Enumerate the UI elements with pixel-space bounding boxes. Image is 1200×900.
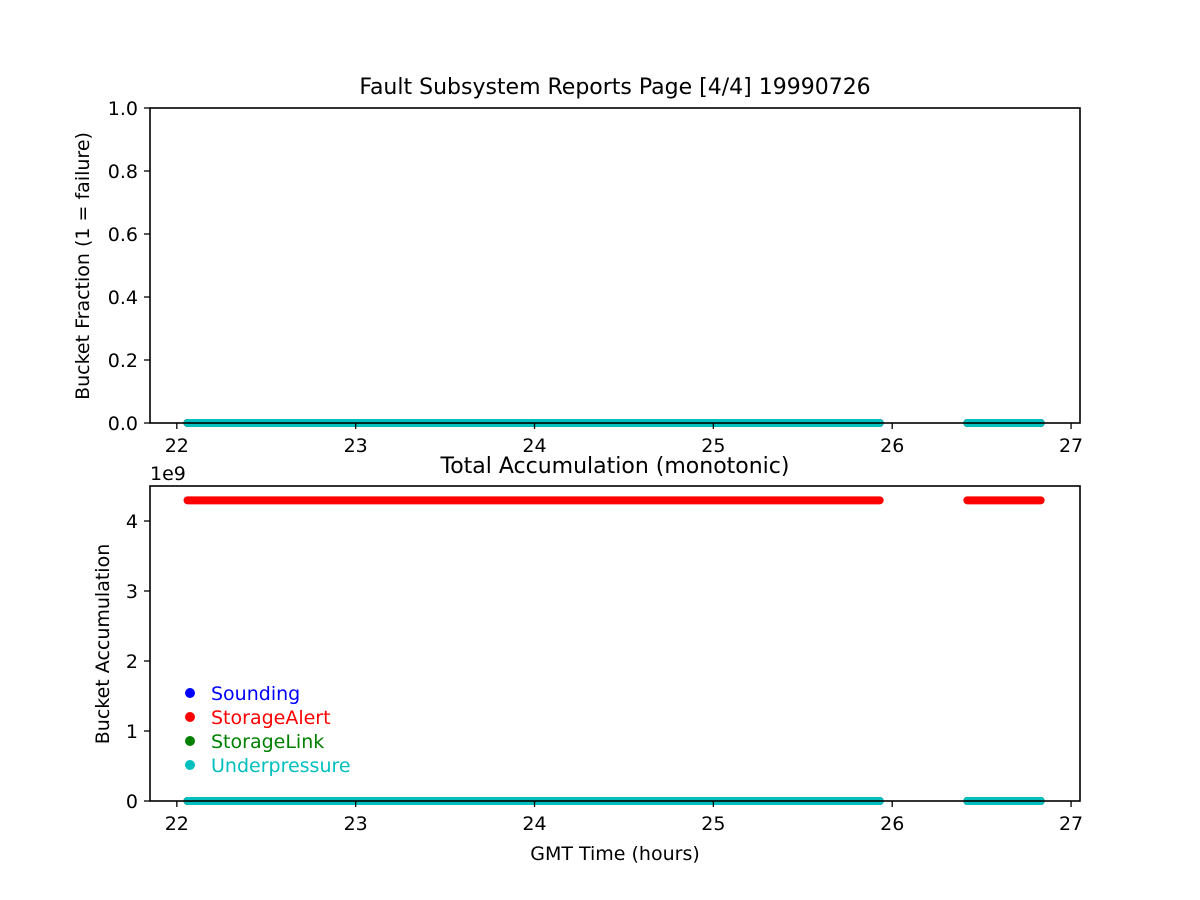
accumulation-x-tick-label-24: 24 [522, 813, 546, 835]
accumulation-y-axis-label: Bucket Accumulation [92, 544, 114, 745]
fraction-x-tick-label-27: 27 [1059, 435, 1083, 457]
fraction-y-tick-label-0: 0.0 [108, 413, 138, 435]
fraction-x-tick-label-25: 25 [701, 435, 725, 457]
accumulation-plot: Total Accumulation (monotonic) 1e9 Bucke… [92, 454, 1083, 865]
fraction-plot-title: Fault Subsystem Reports Page [4/4] 19990… [359, 75, 870, 100]
accumulation-y-tick-label-3: 3 [126, 581, 138, 603]
fraction-plot: Fault Subsystem Reports Page [4/4] 19990… [72, 75, 1083, 457]
accumulation-x-axis-label: GMT Time (hours) [530, 843, 700, 865]
fraction-y-tick-label-1: 0.2 [108, 350, 138, 372]
fraction-x-tick-label-26: 26 [880, 435, 904, 457]
fraction-plot-frame [149, 107, 1081, 424]
legend-label-underpressure: Underpressure [211, 755, 351, 777]
legend-entry-storagelink: StorageLink [185, 731, 324, 753]
fraction-x-tick-label-23: 23 [344, 435, 368, 457]
legend-label-sounding: Sounding [211, 683, 300, 705]
accumulation-x-tick-label-22: 22 [165, 813, 189, 835]
legend: SoundingStorageAlertStorageLinkUnderpres… [185, 683, 351, 777]
accumulation-x-tick-label-25: 25 [701, 813, 725, 835]
accumulation-x-tick-label-26: 26 [880, 813, 904, 835]
legend-entry-underpressure: Underpressure [185, 755, 351, 777]
accumulation-y-tick-label-2: 2 [126, 651, 138, 673]
legend-entry-sounding: Sounding [185, 683, 300, 705]
legend-marker-underpressure [185, 760, 195, 770]
legend-marker-storagealert [185, 712, 195, 722]
fraction-y-tick-label-2: 0.4 [108, 287, 138, 309]
legend-label-storagealert: StorageAlert [211, 707, 331, 729]
fraction-plot-ticks: 22 23 24 25 26 27 0.0 0.2 0.4 0.6 0.8 1.0 [108, 98, 1083, 457]
accumulation-plot-frame [149, 485, 1081, 802]
accumulation-x-tick-label-27: 27 [1059, 813, 1083, 835]
accumulation-y-tick-label-0: 0 [126, 791, 138, 813]
legend-entry-storagealert: StorageAlert [185, 707, 331, 729]
fraction-x-tick-label-22: 22 [165, 435, 189, 457]
accumulation-offset-label: 1e9 [150, 463, 186, 485]
fraction-y-axis-label: Bucket Fraction (1 = failure) [72, 132, 94, 400]
accumulation-plot-title: Total Accumulation (monotonic) [440, 454, 790, 479]
accumulation-x-tick-label-23: 23 [344, 813, 368, 835]
fraction-x-tick-label-24: 24 [522, 435, 546, 457]
legend-marker-storagelink [185, 736, 195, 746]
accumulation-y-tick-label-4: 4 [126, 511, 138, 533]
fraction-y-tick-label-3: 0.6 [108, 224, 138, 246]
fraction-y-tick-label-5: 1.0 [108, 98, 138, 120]
legend-label-storagelink: StorageLink [211, 731, 324, 753]
fraction-y-tick-label-4: 0.8 [108, 161, 138, 183]
accumulation-y-tick-label-1: 1 [126, 721, 138, 743]
legend-marker-sounding [185, 688, 195, 698]
